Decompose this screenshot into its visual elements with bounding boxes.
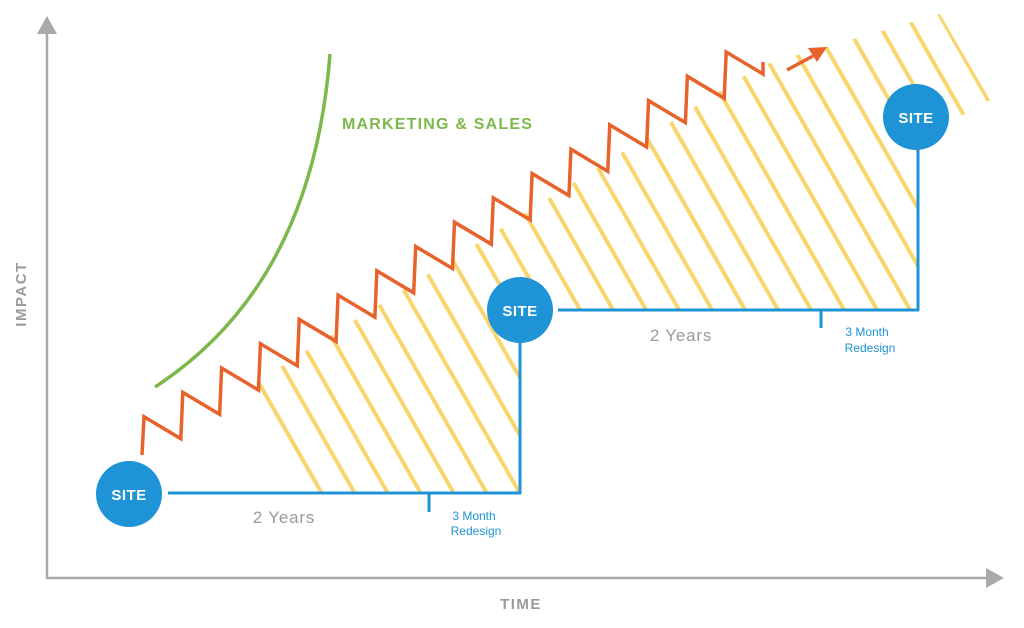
site-circle-3: [883, 84, 949, 150]
site-label-1: SITE: [111, 487, 146, 504]
hatch-line: [566, 14, 890, 492]
hatch-line: [500, 14, 824, 492]
hatch-line: [130, 14, 362, 492]
cycle-1: [168, 340, 522, 512]
marketing-sales-label: MARKETING & SALES: [342, 116, 533, 133]
hatch-line: [434, 14, 758, 492]
site-node-2: SITE: [487, 277, 553, 343]
hatch-line: [929, 14, 990, 492]
site-circle-2: [487, 277, 553, 343]
cycle-1-redesign-line2: Redesign: [451, 524, 502, 538]
y-axis-arrow-icon: [37, 16, 57, 34]
axes: [37, 16, 1004, 588]
site-node-1: SITE: [96, 461, 162, 527]
hatch-line: [170, 14, 494, 492]
growth-arrow: [786, 47, 827, 72]
hatch-line: [997, 0, 1024, 560]
x-axis-label: TIME: [500, 596, 542, 613]
hatch-line: [665, 14, 989, 492]
hatch-line: [599, 14, 923, 492]
site-label-2: SITE: [502, 303, 537, 320]
hatch-line: [962, 14, 990, 492]
hatch-line: [335, 14, 659, 492]
growth-arrow-head-icon: [808, 47, 827, 62]
hatch-line: [632, 14, 956, 492]
hatch-line: [137, 14, 461, 492]
hatch-line: [698, 14, 990, 492]
cycle-1-duration: 2 Years: [253, 508, 315, 527]
y-axis-label: IMPACT: [13, 261, 30, 326]
cycle-2: [558, 148, 920, 328]
cycle-2-duration: 2 Years: [650, 326, 712, 345]
hatch-line: [830, 14, 990, 492]
x-axis-arrow-icon: [986, 568, 1004, 588]
site-label-3: SITE: [898, 110, 933, 127]
growth-zigzag-line: [140, 48, 765, 456]
hatch-line: [731, 14, 990, 492]
marketing-sales-curve: [154, 53, 332, 389]
hatch-line: [401, 14, 725, 492]
hatch-line: [203, 14, 527, 492]
cycle-2-redesign-line2: Redesign: [845, 341, 896, 355]
hatch-line: [269, 14, 593, 492]
cycle-2-redesign-line1: 3 Month: [845, 325, 888, 339]
hatch-line: [533, 14, 857, 492]
site-node-3: SITE: [883, 84, 949, 150]
hatch-line: [302, 14, 626, 492]
hatch-line: [896, 14, 990, 492]
site-circle-1: [96, 461, 162, 527]
cycle-1-redesign-line1: 3 Month: [452, 509, 495, 523]
growth-arrow-shaft: [786, 54, 814, 72]
